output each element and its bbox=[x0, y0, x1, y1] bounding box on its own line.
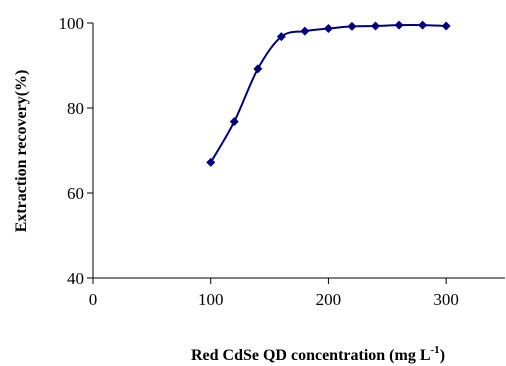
x-tick-label: 0 bbox=[89, 290, 98, 309]
series-line bbox=[209, 24, 447, 163]
chart-series bbox=[206, 20, 451, 167]
y-tick-label: 60 bbox=[67, 184, 84, 203]
data-point bbox=[276, 32, 286, 42]
data-point bbox=[253, 64, 263, 74]
x-tick-label: 200 bbox=[316, 290, 342, 309]
data-point bbox=[206, 157, 216, 167]
data-point bbox=[371, 21, 381, 31]
y-axis-title: Extraction recovery(%) bbox=[13, 70, 30, 233]
x-tick-label: 100 bbox=[198, 290, 224, 309]
y-tick-label: 100 bbox=[59, 14, 85, 33]
x-axis-title-main: Red CdSe QD concentration (mg L bbox=[191, 347, 431, 364]
data-point bbox=[347, 21, 357, 31]
y-tick-label: 40 bbox=[67, 269, 84, 288]
x-axis-title-tail: ) bbox=[440, 347, 445, 364]
chart-axes bbox=[92, 23, 505, 279]
x-axis-title: Red CdSe QD concentration (mg L-1) bbox=[191, 344, 445, 364]
data-point bbox=[418, 20, 428, 30]
data-point bbox=[300, 26, 310, 36]
data-point bbox=[229, 117, 239, 127]
data-point bbox=[441, 21, 451, 31]
x-axis-title-superscript: -1 bbox=[431, 344, 440, 356]
y-tick-label: 80 bbox=[67, 99, 84, 118]
data-point bbox=[394, 20, 404, 30]
x-tick-label: 300 bbox=[433, 290, 459, 309]
y-axis-ticks: 40 60 80 100 bbox=[59, 14, 93, 288]
x-axis-ticks: 0 100 200 300 bbox=[89, 278, 459, 309]
data-point bbox=[323, 24, 333, 34]
